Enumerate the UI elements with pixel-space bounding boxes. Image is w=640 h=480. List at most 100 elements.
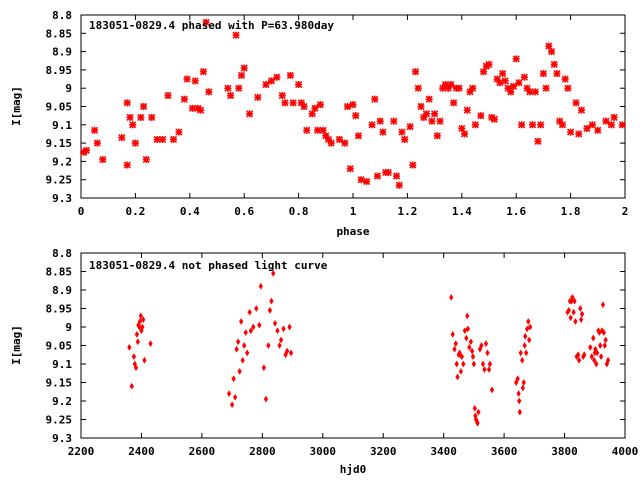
phased-data-point: [450, 99, 458, 107]
unphased-data-point: [601, 329, 607, 336]
phased-data-point: [436, 117, 444, 125]
unphased-data-point: [570, 294, 575, 301]
unphased-data-point: [240, 356, 245, 364]
unphased-data-point: [235, 338, 241, 346]
phased-data-point: [343, 102, 352, 111]
phased-data-point: [324, 135, 333, 144]
phased-data-point: [371, 95, 379, 103]
phased-data-point: [509, 82, 518, 90]
phased-ytick-label: 8.95: [46, 64, 73, 77]
unphased-data-point: [566, 306, 571, 314]
phased-xtick-label: 1.8: [561, 205, 581, 218]
phased-data-point: [518, 121, 526, 129]
unphased-data-point: [243, 329, 248, 336]
phased-data-point: [553, 69, 561, 78]
phased-data-point: [322, 132, 330, 140]
phased-ytick-label: 8.9: [52, 46, 72, 59]
phased-data-point: [493, 75, 501, 83]
unphased-data-point: [592, 356, 597, 364]
phased-data-point: [131, 139, 139, 147]
unphased-data-point: [524, 349, 529, 357]
unphased-data-point: [148, 340, 153, 348]
unphased-data-point: [598, 342, 603, 349]
unphased-data-point: [278, 336, 284, 344]
phased-xtick-label: 1.2: [397, 205, 417, 218]
phased-data-point: [183, 75, 191, 83]
phased-xtick-label: 0.4: [180, 205, 200, 218]
unphased-data-point: [600, 301, 606, 309]
unphased-data-point: [461, 360, 466, 368]
phased-data-point: [118, 134, 126, 142]
unphased-data-point: [457, 349, 462, 357]
unphased-ytick-label: 9.25: [46, 414, 73, 427]
unphased-data-point: [516, 390, 521, 397]
unphased-data-point: [281, 325, 286, 333]
unphased-data-point: [247, 308, 252, 316]
unphased-ytick-label: 9.1: [52, 358, 72, 371]
unphased-data-point: [527, 323, 533, 331]
phased-data-point: [316, 101, 324, 109]
phased-data-point: [278, 91, 286, 100]
phased-ytick-label: 9: [65, 82, 72, 95]
unphased-data-point: [575, 351, 581, 359]
phased-xtick-label: 2: [622, 205, 629, 218]
phased-data-point: [583, 124, 591, 133]
phased-data-point: [273, 73, 281, 81]
unphased-data-point: [520, 356, 525, 364]
unphased-data-point: [288, 349, 294, 357]
phased-data-point: [289, 99, 297, 107]
unphased-data-point: [229, 401, 235, 409]
phased-data-point: [311, 104, 319, 112]
unphased-xtick-label: 3800: [551, 445, 578, 458]
phased-data-point: [398, 128, 406, 136]
unphased-data-point: [135, 338, 140, 346]
phased-data-point: [425, 95, 433, 103]
phased-data-point: [558, 121, 567, 129]
unphased-data-point: [455, 373, 460, 381]
unphased-data-point: [454, 360, 459, 368]
phased-ytick-label: 9.1: [52, 119, 72, 132]
unphased-data-point: [245, 349, 250, 357]
unphased-data-point: [232, 393, 238, 401]
unphased-data-point: [471, 360, 477, 368]
phased-data-point: [441, 80, 450, 89]
phased-data-point: [567, 128, 575, 136]
unphased-data-point: [449, 294, 454, 301]
unphased-ytick-label: 9.2: [52, 395, 72, 408]
unphased-xtick-label: 4000: [612, 445, 639, 458]
unphased-data-point: [271, 269, 276, 277]
phased-data-point: [349, 101, 357, 109]
unphased-data-point: [140, 323, 145, 331]
unphased-data-point: [524, 325, 530, 333]
phased-data-point: [159, 135, 167, 144]
unphased-xtick-label: 2400: [128, 445, 155, 458]
unphased-plot-frame: [80, 252, 626, 439]
unphased-data-point: [266, 342, 271, 349]
unphased-data-point: [523, 332, 528, 340]
phased-data-point: [411, 68, 420, 76]
phased-data-point: [303, 126, 311, 134]
phased-data-point: [237, 71, 246, 79]
phased-data-point: [126, 113, 134, 122]
unphased-data-point: [517, 408, 522, 416]
unphased-ytick-label: 8.8: [52, 247, 72, 260]
unphased-data-point: [257, 321, 262, 329]
phased-data-point: [439, 84, 447, 92]
unphased-data-point: [480, 360, 486, 368]
unphased-data-point: [242, 342, 247, 349]
phased-data-point: [466, 88, 474, 96]
phased-data-point: [528, 121, 537, 129]
unphased-data-point: [462, 327, 467, 335]
unphased-data-point: [472, 405, 477, 412]
unphased-data-point: [137, 318, 143, 325]
phased-data-point: [433, 132, 441, 140]
unphased-plot-title: 183051-0829.4 not phased light curve: [89, 259, 328, 272]
phased-data-point: [373, 172, 382, 180]
phased-data-point: [93, 139, 101, 147]
phased-data-point: [607, 121, 615, 129]
unphased-data-point: [595, 349, 600, 357]
phased-data-point: [515, 79, 523, 87]
phased-data-point: [352, 112, 360, 120]
phased-data-point: [575, 130, 583, 138]
phased-data-point: [82, 146, 91, 154]
